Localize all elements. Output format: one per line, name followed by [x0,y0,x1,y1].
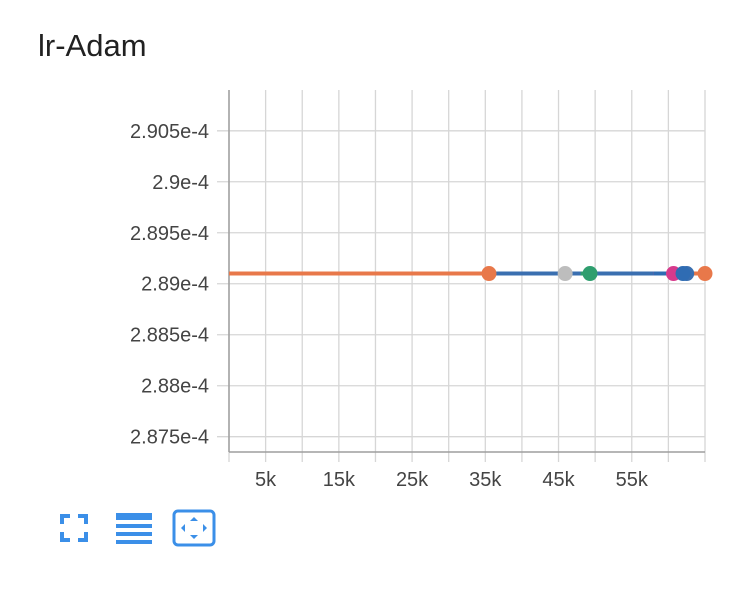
fullscreen-button[interactable] [52,508,96,548]
series-end-point-6 [697,266,713,282]
data-table-icon [116,513,152,544]
series-end-point-1 [557,266,573,282]
chart-title: lr-Adam [38,28,147,63]
x-tick-label: 25k [396,469,429,491]
fit-domain-icon [172,509,216,547]
fullscreen-icon [60,514,88,542]
series-end-point-5 [481,266,497,282]
x-tick-label: 5k [255,469,277,491]
chart-plot: 2.875e-4 2.88e-4 2.885e-4 2.89e-4 2.895e-4 2.… [130,90,713,491]
fit-domain-button[interactable] [172,508,216,548]
x-tick-label: 15k [323,469,356,491]
data-table-button[interactable] [112,508,156,548]
y-tick-label: 2.895e-4 [130,223,209,245]
chart-toolbar [52,508,232,548]
y-tick-label: 2.88e-4 [141,376,209,398]
series-end-point-2 [582,266,598,282]
y-tick-label: 2.9e-4 [152,172,209,194]
x-tick-label: 35k [469,469,502,491]
y-tick-label: 2.885e-4 [130,325,209,347]
y-tick-label: 2.875e-4 [130,427,209,449]
series-end-point-4 [675,266,691,282]
y-tick-label: 2.89e-4 [141,274,209,296]
x-tick-label: 55k [616,469,649,491]
y-tick-label: 2.905e-4 [130,121,209,143]
x-tick-label: 45k [542,469,575,491]
